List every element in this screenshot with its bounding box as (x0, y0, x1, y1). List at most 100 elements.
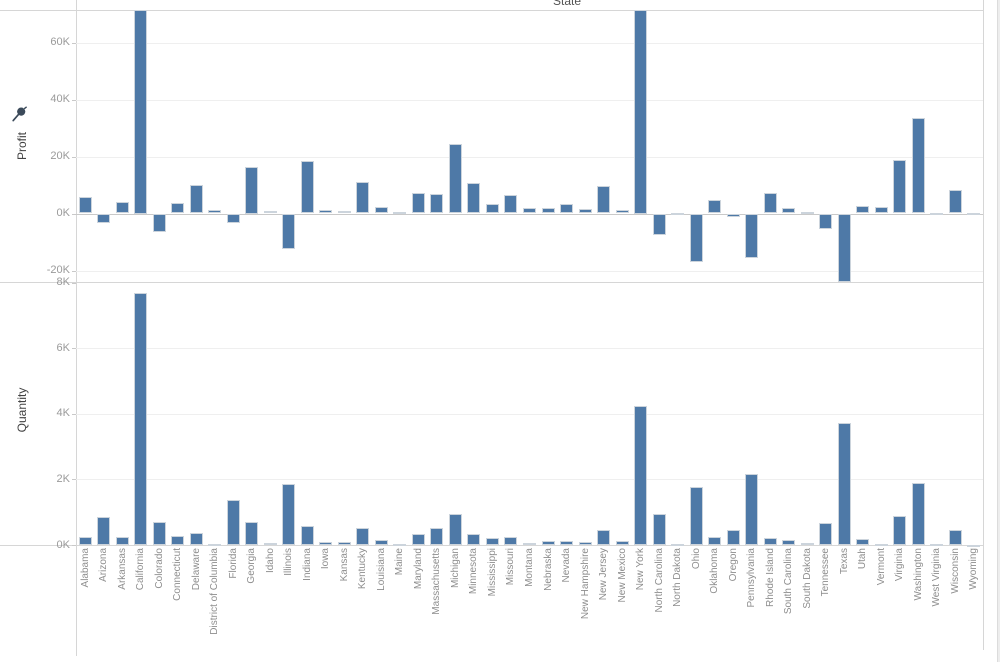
quantity-bar[interactable] (652, 513, 666, 545)
profit-bar[interactable] (282, 213, 296, 250)
quantity-bar[interactable] (800, 543, 814, 546)
profit-bar[interactable] (523, 208, 536, 214)
quantity-bar[interactable] (171, 535, 185, 545)
category-label[interactable]: New Jersey (598, 548, 610, 601)
quantity-bar[interactable] (911, 483, 925, 545)
profit-bar[interactable] (97, 213, 111, 224)
quantity-bar[interactable] (78, 536, 92, 545)
quantity-bar[interactable] (782, 539, 796, 545)
category-label[interactable]: New Hampshire (579, 548, 591, 620)
category-label[interactable]: Kentucky (357, 548, 369, 590)
category-label[interactable]: Nebraska (542, 548, 554, 591)
profit-bar[interactable] (393, 212, 407, 215)
profit-bar[interactable] (152, 213, 166, 233)
profit-bar[interactable] (948, 189, 962, 214)
profit-bar[interactable] (467, 182, 481, 214)
quantity-bar[interactable] (374, 539, 388, 545)
quantity-bar[interactable] (356, 527, 370, 545)
profit-bar[interactable] (356, 181, 370, 214)
profit-bar[interactable] (263, 211, 277, 214)
category-label[interactable]: Arkansas (116, 548, 128, 590)
profit-bar[interactable] (578, 208, 592, 214)
quantity-bar[interactable] (856, 538, 870, 545)
quantity-bar[interactable] (263, 542, 277, 545)
profit-bar[interactable] (763, 192, 777, 214)
category-label[interactable]: New Mexico (616, 548, 628, 603)
quantity-bar[interactable] (523, 543, 536, 546)
category-label[interactable]: North Carolina (653, 548, 665, 613)
quantity-bar[interactable] (726, 530, 740, 545)
profit-bar[interactable] (652, 213, 666, 235)
profit-bar[interactable] (485, 204, 499, 214)
quantity-bar[interactable] (689, 487, 703, 545)
quantity-bar[interactable] (448, 513, 462, 545)
category-label[interactable]: Tennessee (820, 548, 832, 597)
quantity-bar[interactable] (578, 541, 592, 545)
category-label[interactable]: Idaho (264, 548, 276, 574)
category-label[interactable]: District of Columbia (209, 548, 221, 635)
category-label[interactable]: Vermont (875, 548, 887, 586)
profit-bar[interactable] (634, 10, 648, 214)
profit-bar[interactable] (226, 213, 240, 224)
profit-bar[interactable] (819, 213, 833, 229)
category-label[interactable]: Louisiana (375, 548, 387, 591)
quantity-bar[interactable] (467, 534, 481, 545)
profit-bar[interactable] (115, 202, 129, 214)
profit-bar[interactable] (967, 213, 981, 216)
quantity-bar[interactable] (504, 536, 518, 545)
profit-bar[interactable] (597, 185, 611, 214)
quantity-bar[interactable] (541, 540, 555, 545)
category-label[interactable]: Minnesota (468, 548, 480, 595)
category-label[interactable]: Texas (838, 548, 850, 575)
category-label[interactable]: Oklahoma (709, 548, 721, 594)
profit-bar[interactable] (448, 143, 462, 214)
category-label[interactable]: Connecticut (172, 548, 184, 601)
profit-bar[interactable] (374, 207, 388, 214)
quantity-bar[interactable] (319, 541, 333, 545)
category-label[interactable]: Oregon (727, 548, 739, 582)
category-label[interactable]: South Dakota (801, 548, 813, 609)
quantity-bar[interactable] (819, 522, 833, 545)
profit-bar[interactable] (430, 194, 444, 214)
quantity-bar[interactable] (763, 538, 777, 545)
quantity-bar[interactable] (948, 529, 962, 545)
profit-bar[interactable] (689, 213, 703, 262)
quantity-bar[interactable] (245, 521, 259, 545)
category-label[interactable]: Wisconsin (949, 548, 961, 594)
category-label[interactable]: Wyoming (968, 548, 980, 590)
pin-icon[interactable] (11, 106, 28, 124)
quantity-bar[interactable] (967, 544, 981, 547)
profit-bar[interactable] (671, 212, 685, 215)
quantity-bar[interactable] (560, 540, 574, 545)
category-label[interactable]: Colorado (153, 548, 165, 589)
quantity-bar[interactable] (874, 543, 888, 546)
quantity-bar[interactable] (393, 544, 407, 547)
category-label[interactable]: Kansas (338, 548, 350, 582)
profit-bar[interactable] (208, 210, 222, 214)
category-label[interactable]: Massachusetts (431, 548, 443, 615)
profit-bar[interactable] (874, 207, 888, 214)
profit-bar[interactable] (411, 193, 425, 214)
quantity-bar[interactable] (115, 537, 129, 545)
category-label[interactable]: Missouri (505, 548, 517, 586)
category-label[interactable]: Iowa (320, 548, 332, 570)
profit-bar[interactable] (504, 195, 518, 214)
category-label[interactable]: Illinois (283, 548, 295, 576)
profit-bar[interactable] (856, 206, 870, 214)
profit-bar[interactable] (911, 118, 925, 214)
quantity-bar[interactable] (930, 544, 944, 547)
category-label[interactable]: New York (635, 548, 647, 591)
quantity-bar[interactable] (745, 474, 759, 545)
quantity-bar[interactable] (97, 516, 111, 545)
category-label[interactable]: Utah (857, 548, 869, 570)
quantity-bar[interactable] (189, 532, 203, 545)
category-label[interactable]: Georgia (246, 548, 258, 584)
quantity-bar[interactable] (430, 528, 444, 545)
category-label[interactable]: Rhode Island (764, 548, 776, 607)
category-label[interactable]: Nevada (561, 548, 573, 583)
quantity-bar[interactable] (671, 544, 685, 547)
quantity-bar[interactable] (337, 541, 351, 545)
quantity-bar[interactable] (837, 422, 851, 545)
profit-bar[interactable] (837, 213, 851, 282)
quantity-bar[interactable] (615, 540, 629, 545)
